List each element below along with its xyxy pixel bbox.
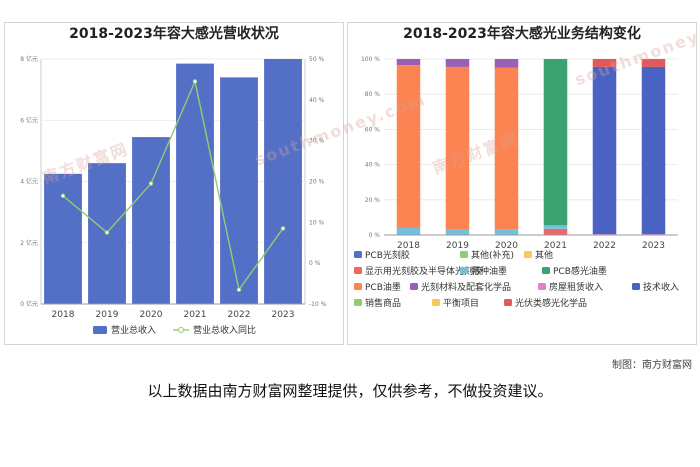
legend-label: 显示用光刻胶及半导体光刻胶 (365, 265, 482, 277)
legend-label-revenue: 营业总收入 (111, 324, 156, 336)
x-tick-label: 2018 (397, 241, 420, 251)
yoy-point (104, 230, 110, 235)
stacked-segment (445, 59, 470, 67)
stacked-segment (396, 227, 421, 235)
legend-label: 技术收入 (643, 281, 679, 293)
legend-label: 特种油墨 (471, 265, 507, 277)
y-tick-label: 8 亿元 (20, 55, 38, 63)
revenue-bar (132, 137, 170, 304)
stacked-segment (543, 59, 568, 226)
y-tick-label: 40 % (365, 162, 381, 169)
legend-swatch-revenue (93, 326, 107, 334)
y2-tick-label: 20 % (309, 179, 325, 186)
revenue-chart-svg: 0 亿元 2 亿元 4 亿元 6 亿元 8 亿元 -10 % 0 % 10 % 20 % 30 %… (20, 55, 327, 336)
legend-label: PCB感光油墨 (553, 265, 607, 277)
legend-label: 光刻材料及配套化学品 (421, 281, 511, 293)
x-tick-label: 2018 (52, 310, 75, 320)
revenue-chart-panel: 2018-2023年容大感光营收状况 0 亿元 2 亿元 4 亿元 6 亿元 8 亿元 -… (4, 22, 344, 345)
y2-tick-label: -10 % (309, 301, 327, 308)
business-structure-chart-title: 2018-2023年容大感光业务结构变化 (403, 26, 641, 42)
legend-label: 销售商品 (365, 297, 401, 309)
legend-swatch (354, 299, 362, 306)
credit-text: 制图：南方财富网 (612, 360, 692, 371)
legend-label: 其他(补充) (471, 249, 514, 261)
yoy-point (60, 193, 66, 199)
stacked-segment (543, 225, 568, 229)
yoy-line (62, 79, 284, 292)
legend-swatch (504, 299, 512, 306)
y2-tick-label: 10 % (309, 219, 325, 226)
stacked-segment (543, 228, 568, 235)
x-tick-label: 2020 (140, 310, 163, 320)
business-structure-chart-panel: 2018-2023年容大感光业务结构变化 0 % 20 % 40 % 60 % 80 %… (347, 22, 697, 345)
legend-swatch (524, 251, 532, 258)
x-tick-label: 2023 (272, 310, 295, 320)
x-tick-label: 2019 (96, 310, 119, 320)
y-tick-label: 0 亿元 (20, 300, 38, 308)
stacked-segment (641, 59, 666, 67)
stacked-segment (592, 59, 617, 67)
stacked-segment (494, 229, 519, 235)
legend-swatch (354, 251, 362, 258)
revenue-bar (220, 77, 258, 304)
legend-label: PCB光刻胶 (365, 249, 410, 261)
x-tick-label: 2019 (446, 241, 469, 251)
x-tick-label: 2023 (642, 241, 665, 251)
y-tick-label: 80 % (365, 91, 381, 98)
y2-tick-label: 40 % (309, 97, 325, 104)
legend-swatch (354, 283, 362, 290)
revenue-bar (264, 59, 302, 304)
yoy-point (192, 79, 198, 84)
x-tick-label: 2021 (544, 241, 567, 251)
y-tick-label: 6 亿元 (20, 116, 38, 124)
legend-swatch (542, 267, 550, 274)
y-tick-label: 4 亿元 (20, 178, 38, 186)
x-tick-label: 2020 (495, 241, 518, 251)
legend-swatch-yoy-marker (178, 327, 184, 333)
y-tick-label: 60 % (365, 126, 381, 133)
legend-swatch (460, 267, 468, 274)
yoy-point (280, 226, 286, 231)
legend-swatch (410, 283, 418, 290)
legend-label: 其他 (535, 249, 553, 261)
y-tick-label: 0 % (369, 232, 381, 239)
stacked-segment (445, 66, 470, 230)
business-structure-chart-svg: 0 % 20 % 40 % 60 % 80 % 100 % 2018 2019 2020 2021… (354, 56, 679, 309)
stacked-segment (396, 65, 421, 228)
legend-swatch (354, 267, 362, 274)
legend-swatch (432, 299, 440, 306)
revenue-bar (176, 63, 214, 304)
stacked-segment (641, 66, 666, 235)
stacked-segment (494, 67, 519, 230)
disclaimer-text: 以上数据由南方财富网整理提供，仅供参考，不做投资建议。 (147, 382, 553, 400)
stacked-segment (494, 59, 519, 68)
y2-tick-label: 30 % (309, 138, 325, 145)
legend-swatch (460, 251, 468, 258)
yoy-point (148, 181, 154, 186)
y-tick-label: 2 亿元 (20, 239, 38, 247)
y-tick-label: 20 % (365, 197, 381, 204)
x-tick-label: 2022 (228, 310, 251, 320)
y-tick-label: 100 % (361, 56, 380, 63)
x-tick-label: 2022 (593, 241, 616, 251)
stacked-segment (396, 59, 421, 66)
legend-label: PCB油墨 (365, 281, 401, 293)
y2-tick-label: 50 % (309, 56, 325, 63)
stacked-segment (445, 229, 470, 235)
legend-label: 房屋租赁收入 (549, 281, 603, 293)
legend-label: 平衡项目 (443, 297, 479, 309)
legend-label: 光伏类感光化学品 (515, 297, 587, 309)
yoy-point (236, 287, 242, 293)
revenue-bar (44, 173, 82, 304)
stacked-segment (592, 66, 617, 235)
legend-swatch (632, 283, 640, 290)
x-tick-label: 2021 (184, 310, 207, 320)
revenue-chart-title: 2018-2023年容大感光营收状况 (69, 26, 279, 42)
y2-tick-label: 0 % (309, 260, 321, 267)
legend-label-yoy: 营业总收入同比 (193, 324, 256, 336)
legend-swatch (538, 283, 546, 290)
